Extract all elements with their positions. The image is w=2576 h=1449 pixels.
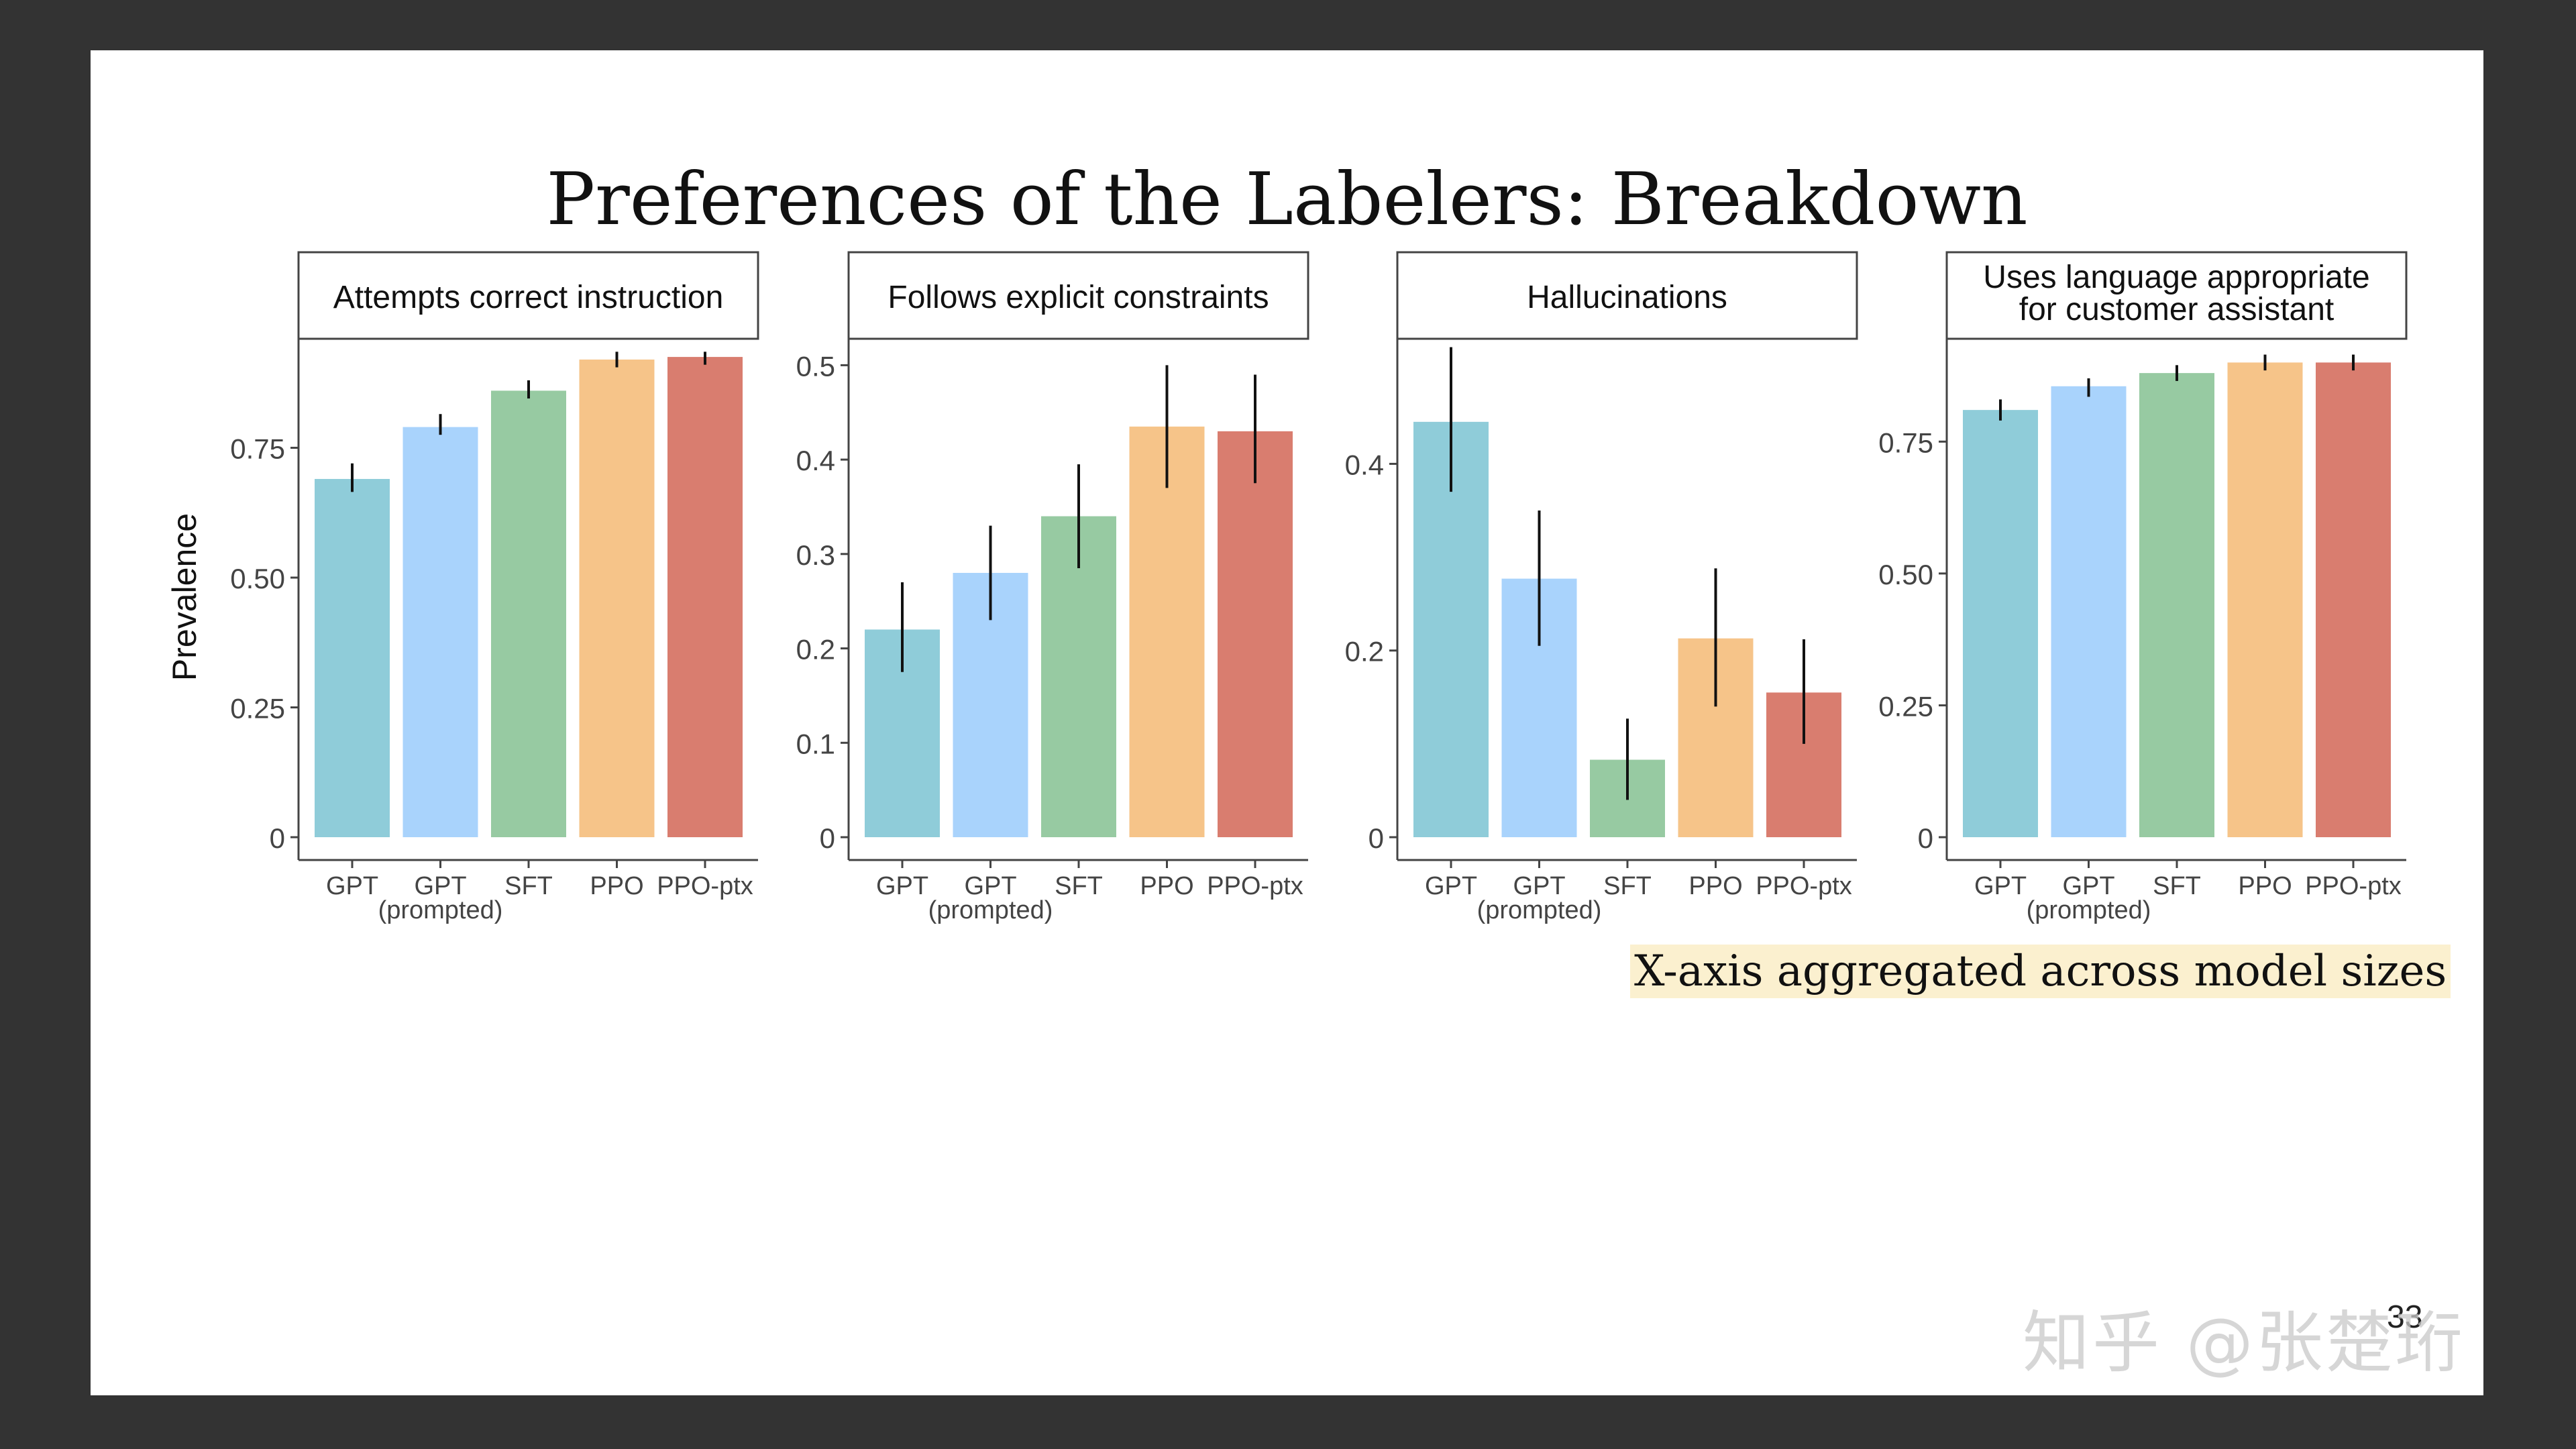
x-tick-label: PPO-ptx [1756,872,1852,900]
x-tick-label: GPT [964,872,1016,900]
x-tick-label: GPT [326,872,378,900]
x-tick-label: GPT [1974,872,2027,900]
x-tick-label: PPO-ptx [657,872,753,900]
x-tick-label: PPO [1140,872,1193,900]
bar [667,357,743,837]
bar [1963,410,2038,837]
bar [2227,362,2303,837]
y-tick-label: 0.2 [1345,636,1384,667]
bar [1041,516,1116,837]
y-tick-label: 0 [820,822,835,854]
x-tick-label: GPT [1425,872,1477,900]
y-tick-label: 0.50 [1878,559,1933,590]
panel-title: Uses language appropriate [1983,260,2369,295]
y-tick-label: 0 [1368,822,1384,854]
panel-title: for customer assistant [2019,292,2334,327]
chart-panel: Hallucinations 0 0.2 0.4 GPT GPT(prompted)SFT… [1345,251,1858,924]
panel-title-box [297,251,759,340]
x-tick-label: PPO-ptx [1207,872,1303,900]
y-tick-label: 0.75 [1878,427,1933,458]
y-tick-label: 0.75 [230,433,285,465]
panel-title-box [1945,251,2408,340]
caption-note: X-axis aggregated across model sizes [1630,945,2451,998]
y-tick-label: 0.5 [796,350,835,382]
x-tick-label: GPT [414,872,466,900]
x-tick-label: PPO [590,872,643,900]
y-tick-label: 0.1 [796,728,835,759]
x-tick-label: SFT [504,872,553,900]
bar [491,390,566,837]
bar [1129,426,1205,837]
panel-title-box [1396,251,1858,340]
panel-title: Hallucinations [1527,280,1727,315]
x-tick-label: GPT [2062,872,2114,900]
x-tick-sublabel: (prompted) [1477,896,1602,924]
chart-panel: Follows explicit constraints 0 0.1 0.2 0.3 0.… [796,251,1309,924]
x-tick-label: SFT [2153,872,2201,900]
bar [315,478,390,837]
y-tick-label: 0 [1918,822,1933,854]
y-tick-label: 0.25 [1878,690,1933,722]
x-tick-label: GPT [876,872,928,900]
x-tick-sublabel: (prompted) [928,896,1053,924]
bar [2139,373,2214,837]
bar [579,359,655,837]
panel-title: Follows explicit constraints [888,280,1269,315]
chart-panel: Attempts correct instruction 0 0.25 0.50 0.7… [230,251,759,924]
x-tick-label: SFT [1055,872,1103,900]
x-tick-label: PPO [1688,872,1742,900]
x-tick-label: SFT [1603,872,1652,900]
y-tick-label: 0.4 [796,445,835,476]
x-tick-label: PPO-ptx [2305,872,2402,900]
panel-title-box [847,251,1309,340]
y-tick-label: 0.50 [230,563,285,594]
y-tick-label: 0.2 [796,634,835,665]
y-tick-label: 0.25 [230,693,285,724]
y-tick-label: 0.4 [1345,449,1384,480]
panel-title: Attempts correct instruction [333,280,724,315]
y-axis-label: Prevalence [166,513,203,681]
bar [1218,431,1293,837]
bar [2051,386,2127,837]
x-tick-sublabel: (prompted) [378,896,503,924]
page-number: 33 [2387,1299,2423,1335]
watermark: 知乎 @张楚珩 [2023,1303,2465,1382]
bar [2316,362,2391,837]
x-tick-label: PPO [2238,872,2292,900]
x-tick-label: GPT [1513,872,1565,900]
bar [402,427,478,837]
y-tick-label: 0 [270,822,285,854]
y-tick-label: 0.3 [796,539,835,571]
slide-title: Preferences of the Labelers: Breakdown [546,158,2028,241]
x-tick-sublabel: (prompted) [2027,896,2151,924]
